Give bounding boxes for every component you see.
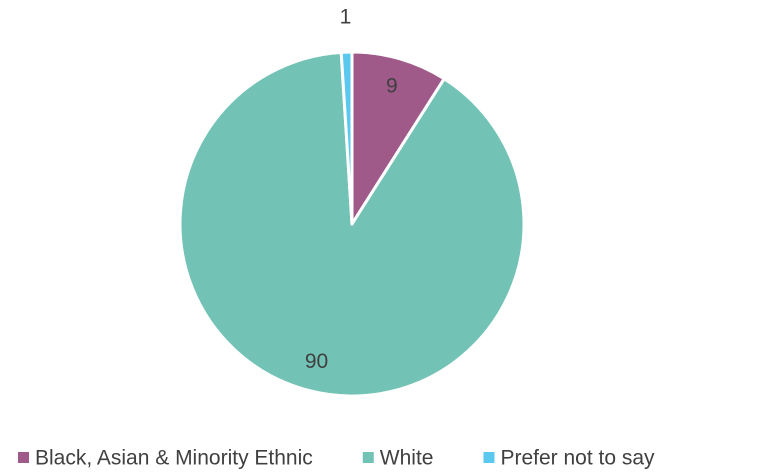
pie-slice <box>350 50 446 226</box>
legend-marker <box>362 452 374 463</box>
legend-label: Black, Asian & Minority Ethnic <box>35 447 313 470</box>
data-label: 90 <box>305 350 328 373</box>
data-label: 1 <box>340 6 352 29</box>
pie-slice <box>339 50 354 226</box>
legend-label: White <box>380 447 434 470</box>
legend-marker <box>18 452 29 463</box>
legend-label: Prefer not to say <box>500 447 655 470</box>
legend-marker <box>483 452 495 463</box>
data-label: 9 <box>386 74 398 97</box>
